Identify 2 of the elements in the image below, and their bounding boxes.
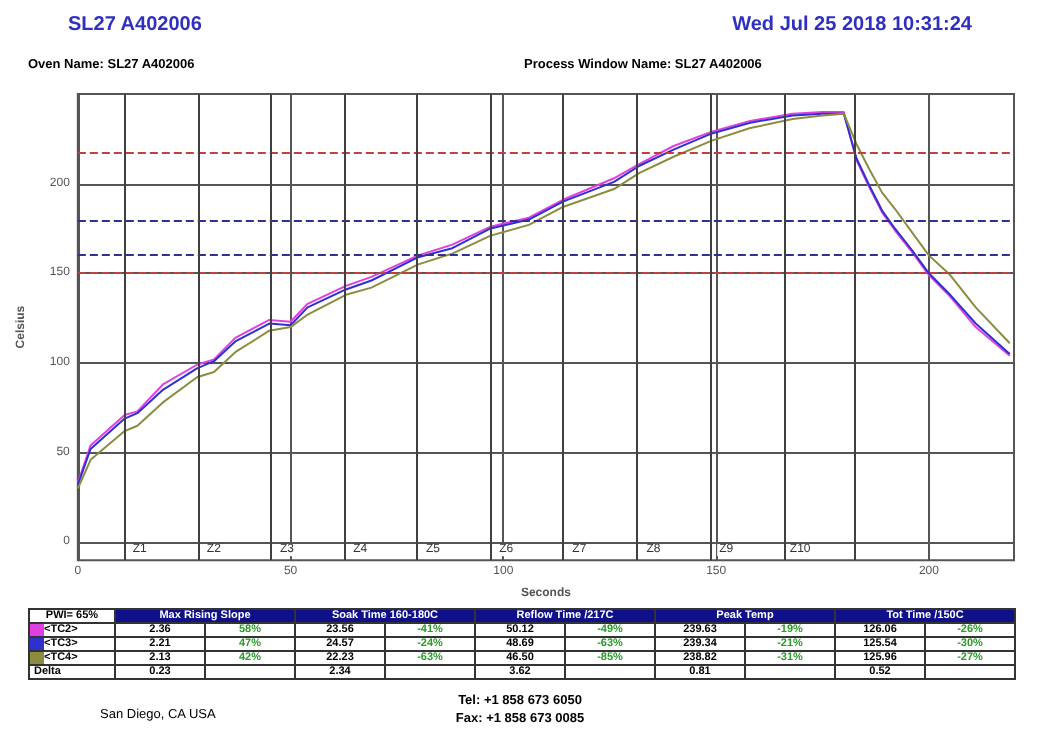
chart-title: SL27 A402006 bbox=[68, 14, 202, 36]
chart-subtitle: Wed Jul 25 2018 10:31:24 bbox=[732, 14, 972, 36]
